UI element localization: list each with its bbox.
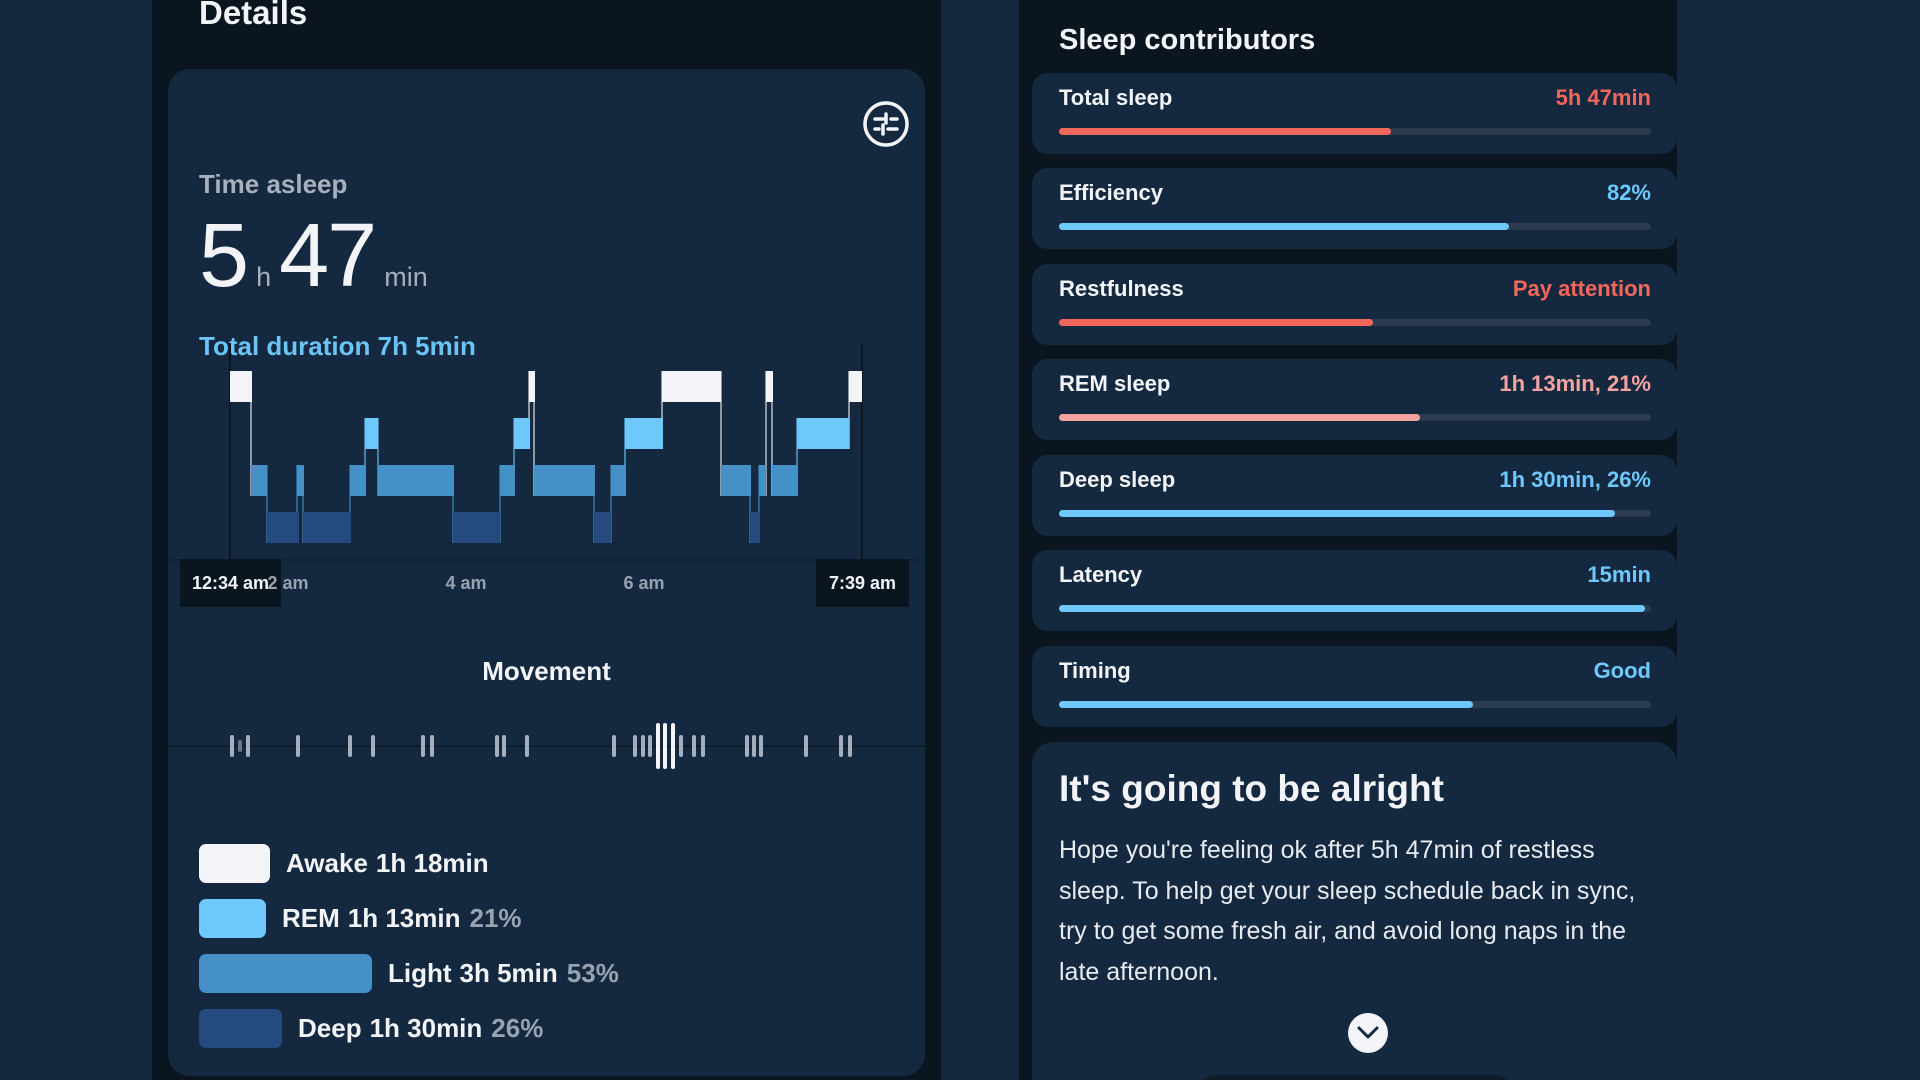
hours-unit: h <box>256 262 272 292</box>
contributor-name: REM sleep <box>1059 371 1171 396</box>
contributor-deep-sleep[interactable]: Deep sleep 1h 30min, 26% <box>1032 455 1677 536</box>
contributor-name: Total sleep <box>1059 85 1173 110</box>
contributor-timing[interactable]: Timing Good <box>1032 646 1677 727</box>
contributors-title: Sleep contributors <box>1059 24 1316 56</box>
contributor-name: Timing <box>1059 658 1131 683</box>
hours-value: 5 <box>199 206 249 306</box>
contributor-total-sleep[interactable]: Total sleep 5h 47min <box>1032 73 1677 154</box>
contributor-latency[interactable]: Latency 15min <box>1032 550 1677 631</box>
expand-button[interactable] <box>1348 1013 1388 1053</box>
progress-track <box>1059 128 1651 135</box>
progress-track <box>1059 223 1651 230</box>
contributors-panel: Sleep contributors Total sleep 5h 47min … <box>1019 0 1677 1080</box>
bottom-sheet-handle <box>1197 1075 1513 1080</box>
time-asleep-value: 5 h 47 min <box>199 205 436 306</box>
legend-light-stage: Light <box>388 957 452 988</box>
adjust-button[interactable] <box>862 100 910 148</box>
contributor-name: Deep sleep <box>1059 467 1176 492</box>
progress-fill <box>1059 605 1646 612</box>
contributor-value: Good <box>1593 658 1651 683</box>
minutes-unit: min <box>384 262 428 292</box>
rem-swatch <box>199 898 266 938</box>
advice-card: It's going to be alright Hope you're fee… <box>1032 742 1677 1080</box>
progress-fill <box>1059 701 1474 708</box>
movement-title: Movement <box>482 656 611 686</box>
deep-swatch <box>199 1008 282 1048</box>
legend-rem-percent: 21% <box>469 902 522 933</box>
contributor-value: 1h 30min, 26% <box>1499 467 1651 492</box>
legend-deep-stage: Deep <box>298 1012 362 1043</box>
contributor-rem-sleep[interactable]: REM sleep 1h 13min, 21% <box>1032 359 1677 440</box>
progress-fill <box>1059 510 1616 517</box>
advice-body: Hope you're feeling ok after 5h 47min of… <box>1059 836 1636 986</box>
legend-deep-percent: 26% <box>491 1012 544 1043</box>
progress-track <box>1059 510 1651 517</box>
details-panel: Details Time asleep 5 h 47 min Total dur… <box>152 0 941 1080</box>
axis-tick-6am: 6 am <box>623 573 665 593</box>
contributor-value: 1h 13min, 21% <box>1499 371 1651 396</box>
progress-track <box>1059 701 1651 708</box>
contributor-value: Pay attention <box>1512 276 1651 301</box>
progress-fill <box>1059 223 1509 230</box>
progress-track <box>1059 319 1651 326</box>
legend-light-percent: 53% <box>566 957 619 988</box>
time-asleep-label: Time asleep <box>199 169 348 199</box>
minutes-value: 47 <box>279 206 377 306</box>
details-title: Details <box>199 0 308 31</box>
light-swatch <box>199 953 372 993</box>
awake-swatch <box>199 843 270 883</box>
legend-awake-duration: 1h 18min <box>375 847 489 878</box>
time-asleep-card: Time asleep 5 h 47 min Total duration 7h… <box>168 69 925 1076</box>
time-axis <box>168 559 925 607</box>
movement-chart <box>168 723 925 769</box>
legend-rem: REM 1h 13min 21% <box>199 898 522 938</box>
axis-start-time: 12:34 am <box>180 559 281 607</box>
legend-deep: Deep 1h 30min 26% <box>199 1008 543 1048</box>
progress-track <box>1059 605 1651 612</box>
legend-deep-duration: 1h 30min <box>369 1012 483 1043</box>
legend-rem-duration: 1h 13min <box>347 902 461 933</box>
progress-fill <box>1059 414 1421 421</box>
chevron-down-icon <box>1357 1026 1379 1039</box>
progress-fill <box>1059 319 1373 326</box>
contributor-value: 82% <box>1606 180 1651 205</box>
advice-title: It's going to be alright <box>1059 768 1444 809</box>
contributor-efficiency[interactable]: Efficiency 82% <box>1032 168 1677 249</box>
contributor-value: 15min <box>1587 562 1651 587</box>
legend-awake: Awake 1h 18min <box>199 843 489 883</box>
sliders-adjust-icon <box>863 101 909 147</box>
legend-rem-stage: REM <box>282 902 340 933</box>
contributor-restfulness[interactable]: Restfulness Pay attention <box>1032 264 1677 345</box>
axis-tick-4am: 4 am <box>445 573 487 593</box>
legend-awake-stage: Awake <box>286 847 368 878</box>
contributor-name: Efficiency <box>1059 180 1163 205</box>
contributor-name: Restfulness <box>1059 276 1184 301</box>
total-duration: Total duration 7h 5min <box>199 331 476 361</box>
contributor-name: Latency <box>1059 562 1143 587</box>
axis-tick-2am: 2 am <box>267 573 309 593</box>
progress-fill <box>1059 128 1391 135</box>
axis-end-time: 7:39 am <box>816 559 909 607</box>
progress-track <box>1059 414 1651 421</box>
contributor-value: 5h 47min <box>1555 85 1651 110</box>
legend-light-duration: 3h 5min <box>459 957 558 988</box>
legend-light: Light 3h 5min 53% <box>199 953 619 993</box>
